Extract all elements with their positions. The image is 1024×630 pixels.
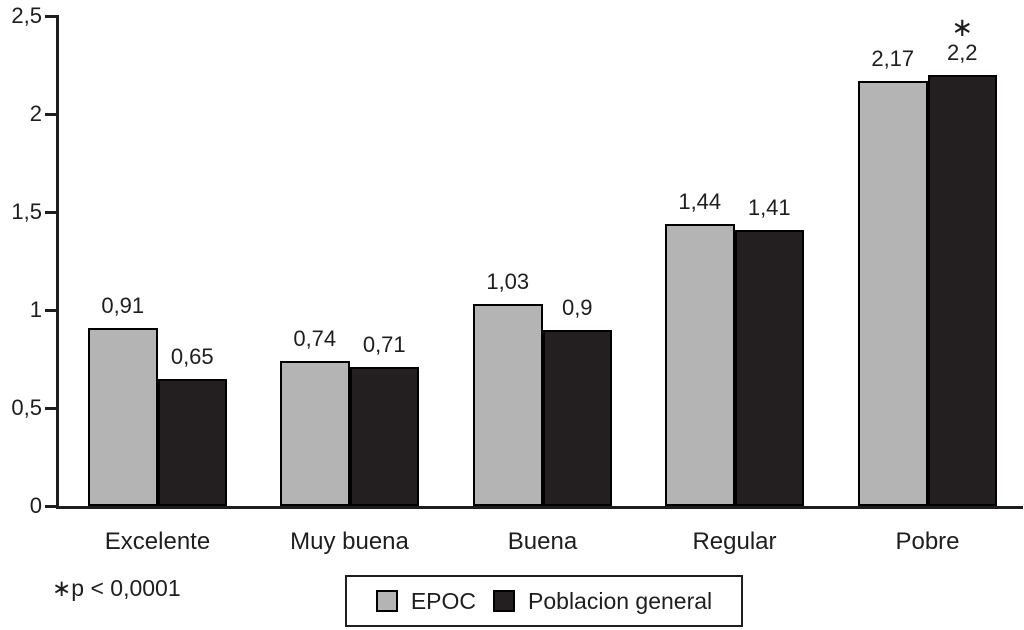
y-tick-label-1: 1 (29, 297, 42, 322)
y-tick-label-0: 0 (29, 493, 42, 518)
x-category-label-buena: Buena (507, 528, 578, 555)
value-label-poblacion-general-buena: 0,9 (561, 294, 593, 320)
legend-swatch-poblacion-general (493, 590, 516, 612)
x-category-label-excelente: Excelente (104, 528, 211, 555)
x-axis-line (56, 506, 1023, 509)
bar-poblacion-general-regular (734, 229, 804, 506)
y-tick-label-0,5: 0,5 (11, 395, 42, 420)
legend-box: EPOC Poblacion general (345, 575, 743, 627)
y-tick-mark-0 (45, 505, 59, 508)
bar-poblacion-general-excelente (157, 378, 227, 506)
y-tick-mark-2 (45, 113, 59, 116)
value-label-poblacion-general-regular: 1,41 (747, 194, 791, 220)
bar-poblacion-general-muy-buena (349, 366, 419, 506)
significance-asterisk: ∗ (951, 11, 974, 42)
legend-swatch-epoc (375, 590, 398, 612)
bar-epoc-pobre (858, 80, 928, 506)
y-tick-label-1,5: 1,5 (11, 199, 42, 224)
value-label-epoc-pobre: 2,17 (871, 45, 915, 71)
value-label-epoc-buena: 1,03 (486, 269, 530, 295)
y-tick-mark-2,5 (45, 15, 59, 18)
legend-label-epoc: EPOC (410, 588, 477, 614)
value-label-epoc-excelente: 0,91 (101, 292, 145, 318)
value-label-poblacion-general-muy-buena: 0,71 (362, 331, 406, 357)
y-tick-label-2: 2 (29, 101, 42, 126)
x-category-label-pobre: Pobre (895, 528, 960, 555)
y-axis-line (56, 16, 59, 509)
y-tick-label-2,5: 2,5 (11, 3, 42, 28)
x-category-label-muy-buena: Muy buena (290, 528, 409, 555)
bar-epoc-buena (473, 304, 543, 506)
value-label-epoc-regular: 1,44 (678, 188, 722, 214)
bar-poblacion-general-buena (542, 329, 612, 506)
bar-poblacion-general-pobre (927, 74, 997, 506)
bar-epoc-muy-buena (280, 360, 350, 506)
value-label-poblacion-general-excelente: 0,65 (170, 343, 214, 369)
footnote: ∗p < 0,0001 (52, 575, 181, 601)
x-category-label-regular: Regular (692, 528, 777, 555)
y-tick-mark-0,5 (45, 407, 59, 410)
legend-label-poblacion-general: Poblacion general (528, 588, 713, 614)
y-tick-mark-1 (45, 309, 59, 312)
value-label-epoc-muy-buena: 0,74 (293, 325, 337, 351)
bar-epoc-regular (665, 223, 735, 506)
bar-epoc-excelente (88, 327, 158, 506)
value-label-poblacion-general-pobre: 2,2 (946, 39, 978, 65)
y-tick-mark-1,5 (45, 211, 59, 214)
legend-item-poblacion-general: Poblacion general (493, 588, 712, 614)
legend-item-epoc: EPOC (375, 588, 477, 614)
